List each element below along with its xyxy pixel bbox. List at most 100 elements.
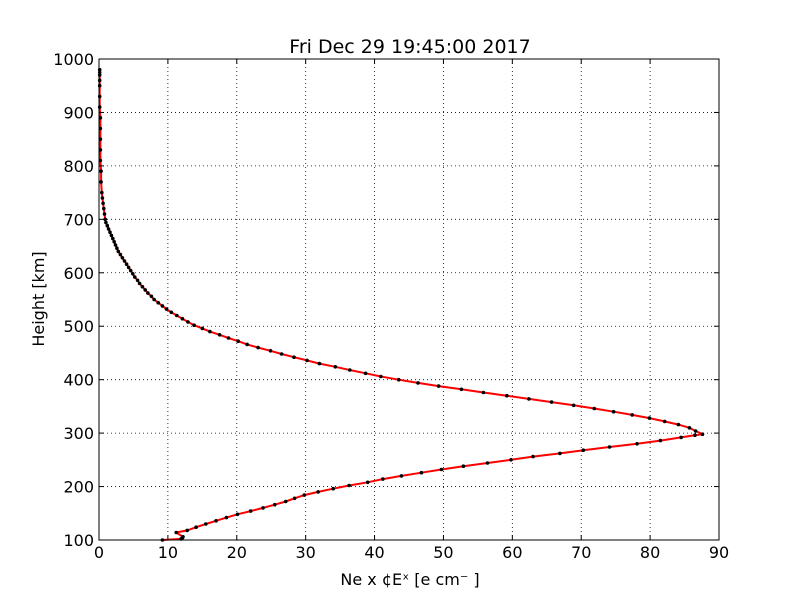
- data-point: [146, 291, 150, 295]
- data-point: [122, 259, 127, 263]
- x-tick-label: 90: [709, 543, 729, 562]
- y-tick-label: 800: [63, 157, 94, 176]
- data-point: [379, 374, 383, 379]
- data-point: [592, 406, 597, 411]
- data-point: [658, 438, 663, 443]
- data-point: [331, 486, 336, 491]
- data-point: [137, 281, 142, 286]
- data-point: [169, 310, 174, 315]
- y-tick-label: 100: [63, 531, 94, 550]
- data-point: [236, 339, 240, 344]
- data-point: [607, 445, 612, 449]
- y-tick-label: 1000: [53, 50, 94, 69]
- data-point: [97, 105, 102, 109]
- tick-label-layer: 0 10 20 30 40 50 60 70 80 90 100 200 300 400 500 600 700…: [53, 50, 729, 562]
- x-tick-label: 30: [295, 543, 315, 562]
- data-point: [99, 180, 103, 184]
- data-point: [102, 212, 107, 216]
- x-axis-label: Ne x ¢Eˣ [e cm⁻ ]: [340, 570, 479, 589]
- y-axis-label: Height [km]: [29, 251, 48, 346]
- y-tick-label: 400: [63, 371, 94, 390]
- y-tick-label: 900: [63, 103, 94, 122]
- data-point: [103, 217, 107, 222]
- data-point: [174, 530, 178, 535]
- data-point: [439, 467, 444, 472]
- data-point: [97, 78, 102, 83]
- data-point: [459, 387, 464, 392]
- data-point: [113, 243, 118, 247]
- data-point: [97, 67, 102, 72]
- y-tick-label: 500: [63, 317, 94, 336]
- data-point: [135, 278, 140, 283]
- data-point: [217, 333, 222, 337]
- data-point: [128, 268, 133, 273]
- y-tick-label: 300: [63, 424, 94, 443]
- data-point: [226, 336, 231, 340]
- data-point: [485, 461, 490, 465]
- data-point: [381, 477, 385, 481]
- data-point: [102, 206, 106, 211]
- data-point: [106, 227, 111, 231]
- y-tick-label: 600: [63, 264, 94, 283]
- data-point: [505, 393, 509, 398]
- data-point: [99, 169, 103, 173]
- data-point: [679, 435, 683, 440]
- data-point: [348, 368, 352, 372]
- plot-area-frame: [98, 58, 720, 541]
- data-point: [630, 413, 634, 417]
- data-point: [399, 474, 404, 478]
- data-point: [245, 342, 249, 347]
- data-point: [192, 323, 196, 328]
- data-point: [104, 220, 108, 225]
- data-point: [531, 454, 535, 459]
- data-point: [186, 320, 190, 324]
- data-point: [175, 313, 179, 318]
- data-point: [164, 307, 169, 311]
- data-point: [292, 496, 297, 501]
- data-point: [302, 493, 307, 497]
- data-point: [208, 329, 212, 334]
- data-point: [662, 419, 667, 424]
- data-point: [693, 429, 698, 433]
- data-point: [131, 272, 135, 276]
- data-point: [181, 535, 185, 539]
- data-point: [316, 490, 320, 494]
- data-point: [305, 358, 309, 363]
- data-point: [481, 390, 486, 395]
- x-tick-label: 60: [502, 543, 522, 562]
- data-point: [115, 246, 119, 250]
- data-point: [292, 355, 296, 360]
- grid-layer: [99, 59, 719, 540]
- data-point: [635, 442, 639, 446]
- x-tick-label: 10: [158, 543, 178, 562]
- data-point: [365, 480, 370, 485]
- data-point: [156, 300, 160, 305]
- data-point: [120, 255, 125, 260]
- data-point: [436, 384, 441, 388]
- data-point: [152, 297, 156, 302]
- data-point: [118, 252, 123, 257]
- x-tick-label: 70: [571, 543, 591, 562]
- data-point: [143, 288, 147, 292]
- data-point: [693, 433, 697, 438]
- data-point: [133, 275, 137, 279]
- x-tick-label: 40: [364, 543, 384, 562]
- data-point: [235, 512, 240, 517]
- data-point: [204, 522, 208, 526]
- series-layer: [97, 67, 705, 542]
- x-tick-label: 0: [94, 543, 104, 562]
- data-point: [116, 249, 121, 254]
- data-point: [160, 304, 165, 308]
- data-point: [248, 509, 253, 513]
- data-point: [112, 240, 116, 244]
- data-point: [108, 230, 112, 234]
- x-tick-label: 50: [433, 543, 453, 562]
- data-point: [687, 426, 692, 430]
- chart-title: Fri Dec 29 19:45:00 2017: [289, 36, 530, 58]
- data-point: [180, 316, 185, 321]
- data-point: [333, 365, 338, 369]
- data-point: [549, 400, 554, 404]
- data-point: [581, 448, 586, 453]
